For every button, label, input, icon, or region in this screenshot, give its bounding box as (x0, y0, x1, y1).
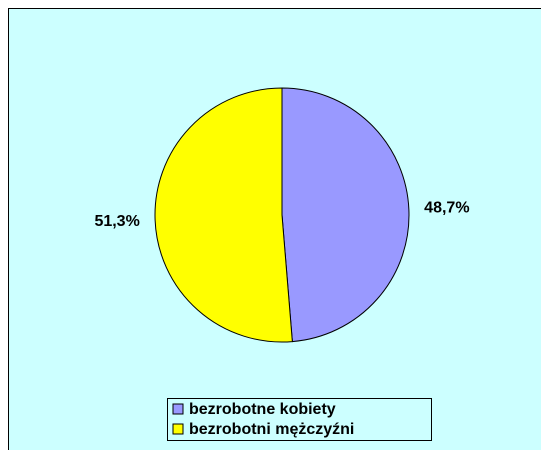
legend-label: bezrobotne kobiety (189, 401, 336, 418)
data-label: 51,3% (94, 213, 139, 230)
legend-label: bezrobotni mężczyźni (189, 421, 354, 438)
pie-slice (154, 87, 293, 343)
legend-box (167, 398, 432, 441)
legend-swatch (172, 423, 184, 435)
pie-slice (281, 87, 410, 343)
data-label: 48,7% (424, 199, 469, 216)
legend-swatch (172, 403, 184, 415)
